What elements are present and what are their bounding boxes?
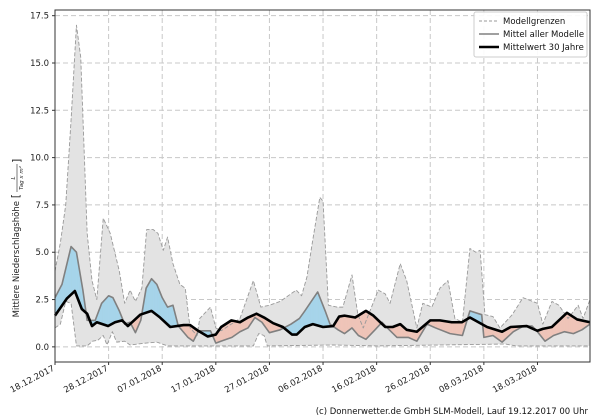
legend-label-mean: Mittel aller Modelle — [503, 30, 584, 40]
y-tick-label: 15.0 — [30, 59, 49, 69]
x-tick-label: 17.01.2018 — [170, 364, 218, 396]
x-axis-ticks: 18.12.2017 28.12.2017 07.01.2018 17.01.2018… — [9, 362, 539, 395]
y-axis-unit-denominator: Tag x m² — [18, 165, 25, 190]
legend-label-clim: Mittelwert 30 Jahre — [503, 43, 584, 53]
y-axis-unit-numerator: L — [11, 176, 17, 179]
x-tick-label: 16.02.2018 — [330, 364, 378, 396]
x-tick-label: 26.02.2018 — [384, 364, 432, 396]
y-axis-ticks: 0.0 2.5 5.0 7.5 10.0 12.5 15.0 17.5 — [30, 12, 55, 353]
y-tick-label: 17.5 — [30, 12, 49, 22]
x-tick-label: 27.01.2018 — [223, 364, 271, 396]
svg-text:Mittlere Niederschlagshöhe: Mittlere Niederschlagshöhe [ — [9, 194, 22, 317]
x-tick-label: 06.02.2018 — [277, 364, 325, 396]
y-tick-label: 12.5 — [30, 106, 49, 116]
legend-label-bounds: Modellgrenzen — [503, 17, 565, 27]
model-mean-line — [54, 245, 591, 344]
model-max-line — [54, 24, 591, 336]
model-range-band — [55, 25, 590, 346]
legend-box — [473, 11, 588, 58]
x-tick-label: 18.12.2017 — [9, 364, 57, 396]
y-axis-unit-bracket-open: [ — [9, 194, 22, 198]
y-axis-label: Mittlere Niederschlagshöhe [ L Tag x m² … — [9, 159, 25, 318]
y-tick-label: 2.5 — [35, 296, 49, 306]
lines — [53, 24, 591, 347]
climate-mean-line — [53, 289, 591, 338]
fills — [54, 25, 591, 346]
x-tick-label: 18.03.2018 — [491, 364, 539, 396]
y-tick-label: 10.0 — [30, 154, 49, 164]
y-tick-label: 7.5 — [35, 201, 49, 211]
model-min-line — [54, 300, 590, 347]
plot-frame — [54, 9, 591, 363]
y-axis-label-text: Mittlere Niederschlagshöhe — [12, 201, 22, 317]
x-tick-label: 07.01.2018 — [116, 364, 164, 396]
x-tick-label: 28.12.2017 — [62, 364, 110, 396]
y-tick-label: 5.0 — [35, 248, 49, 258]
y-tick-label: 0.0 — [35, 343, 49, 353]
legend: Modellgrenzen Mittel aller Modelle Mitte… — [473, 11, 588, 58]
x-tick-label: 08.03.2018 — [438, 364, 486, 396]
credit-text: (c) Donnerwetter.de GmbH SLM-Modell, Lau… — [316, 407, 589, 417]
y-axis-unit-bracket-close: ] — [10, 159, 23, 163]
